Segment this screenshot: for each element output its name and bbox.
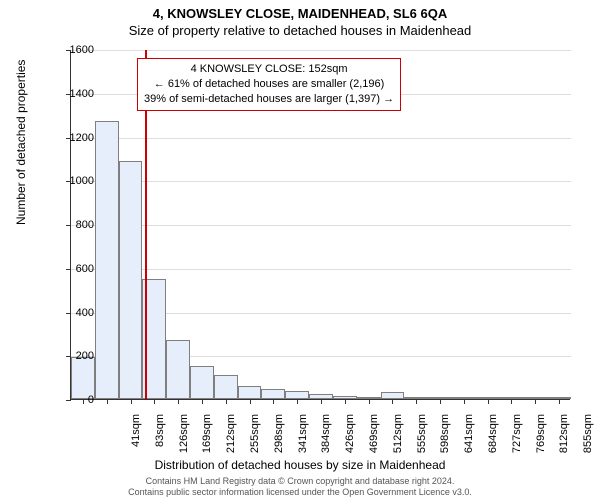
xtick-label: 126sqm <box>178 414 190 464</box>
ytick-label: 800 <box>54 219 94 231</box>
xtick-mark <box>273 399 274 404</box>
xtick-mark <box>369 399 370 404</box>
xtick-label: 512sqm <box>392 414 404 464</box>
plot-region: 4 KNOWSLEY CLOSE: 152sqm← 61% of detache… <box>70 50 570 400</box>
ytick-label: 1400 <box>54 88 94 100</box>
xtick-mark <box>464 399 465 404</box>
ytick-label: 1600 <box>54 44 94 56</box>
xtick-mark <box>154 399 155 404</box>
histogram-bar <box>166 340 190 399</box>
xtick-mark <box>559 399 560 404</box>
xtick-label: 855sqm <box>582 414 594 464</box>
xtick-mark <box>392 399 393 404</box>
xtick-label: 212sqm <box>225 414 237 464</box>
xtick-label: 41sqm <box>130 414 142 464</box>
xtick-label: 555sqm <box>416 414 428 464</box>
xtick-mark <box>488 399 489 404</box>
histogram-bar <box>190 366 214 399</box>
xtick-label: 727sqm <box>511 414 523 464</box>
xtick-label: 83sqm <box>154 414 166 464</box>
xtick-mark <box>250 399 251 404</box>
annotation-line-1: 4 KNOWSLEY CLOSE: 152sqm <box>144 62 394 77</box>
ytick-label: 1000 <box>54 175 94 187</box>
xtick-mark <box>440 399 441 404</box>
xtick-mark <box>107 399 108 404</box>
xtick-mark <box>297 399 298 404</box>
xtick-mark <box>178 399 179 404</box>
xtick-label: 341sqm <box>297 414 309 464</box>
footer-line-1: Contains HM Land Registry data © Crown c… <box>0 476 600 487</box>
xtick-label: 684sqm <box>487 414 499 464</box>
chart-container: 4, KNOWSLEY CLOSE, MAIDENHEAD, SL6 6QA S… <box>0 0 600 500</box>
xtick-mark <box>416 399 417 404</box>
ytick-label: 0 <box>54 394 94 406</box>
xtick-label: 469sqm <box>368 414 380 464</box>
xtick-mark <box>345 399 346 404</box>
histogram-bar <box>95 121 119 399</box>
y-axis-label: Number of detached properties <box>14 60 28 225</box>
xtick-label: 426sqm <box>344 414 356 464</box>
histogram-bar <box>214 375 238 399</box>
histogram-bar <box>71 357 95 399</box>
footer-line-2: Contains public sector information licen… <box>0 487 600 498</box>
ytick-label: 600 <box>54 263 94 275</box>
xtick-mark <box>131 399 132 404</box>
xtick-label: 769sqm <box>535 414 547 464</box>
xtick-label: 255sqm <box>249 414 261 464</box>
xtick-mark <box>226 399 227 404</box>
xtick-label: 598sqm <box>439 414 451 464</box>
page-title: 4, KNOWSLEY CLOSE, MAIDENHEAD, SL6 6QA <box>0 0 600 21</box>
annotation-callout: 4 KNOWSLEY CLOSE: 152sqm← 61% of detache… <box>137 58 401 111</box>
ytick-label: 1200 <box>54 132 94 144</box>
histogram-bar <box>119 161 143 399</box>
annotation-line-2: ← 61% of detached houses are smaller (2,… <box>144 77 394 92</box>
xtick-mark <box>321 399 322 404</box>
histogram-bar <box>261 389 285 400</box>
xtick-label: 169sqm <box>201 414 213 464</box>
ytick-label: 400 <box>54 307 94 319</box>
xtick-mark <box>511 399 512 404</box>
xtick-label: 641sqm <box>463 414 475 464</box>
xtick-mark <box>202 399 203 404</box>
xtick-label: 812sqm <box>558 414 570 464</box>
page-subtitle: Size of property relative to detached ho… <box>0 21 600 42</box>
xtick-mark <box>535 399 536 404</box>
histogram-bar <box>238 386 262 399</box>
chart-area: 4 KNOWSLEY CLOSE: 152sqm← 61% of detache… <box>70 50 570 400</box>
footer-attribution: Contains HM Land Registry data © Crown c… <box>0 476 600 498</box>
xtick-label: 298sqm <box>273 414 285 464</box>
histogram-bar <box>285 391 309 399</box>
annotation-line-3: 39% of semi-detached houses are larger (… <box>144 92 394 107</box>
xtick-label: 384sqm <box>320 414 332 464</box>
ytick-label: 200 <box>54 350 94 362</box>
